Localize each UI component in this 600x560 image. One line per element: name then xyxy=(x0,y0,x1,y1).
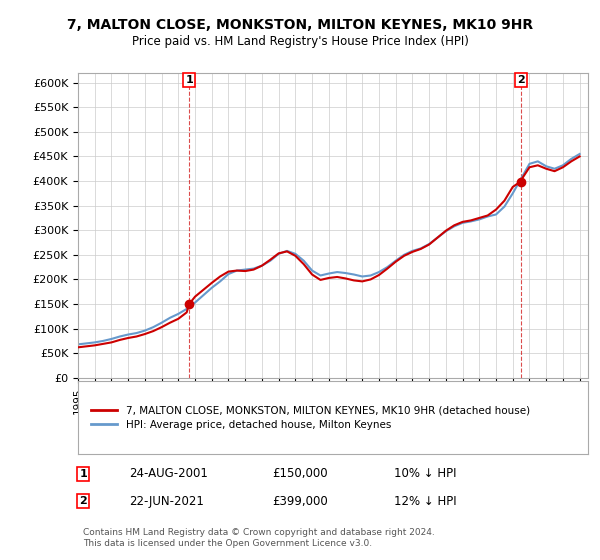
Text: £150,000: £150,000 xyxy=(272,467,328,480)
Text: 2: 2 xyxy=(517,75,524,85)
Text: 12% ↓ HPI: 12% ↓ HPI xyxy=(394,494,457,508)
Text: Price paid vs. HM Land Registry's House Price Index (HPI): Price paid vs. HM Land Registry's House … xyxy=(131,35,469,49)
Text: 2: 2 xyxy=(79,496,87,506)
Text: 22-JUN-2021: 22-JUN-2021 xyxy=(129,494,204,508)
Text: 1: 1 xyxy=(79,469,87,479)
Legend: 7, MALTON CLOSE, MONKSTON, MILTON KEYNES, MK10 9HR (detached house), HPI: Averag: 7, MALTON CLOSE, MONKSTON, MILTON KEYNES… xyxy=(88,402,533,433)
Text: 7, MALTON CLOSE, MONKSTON, MILTON KEYNES, MK10 9HR: 7, MALTON CLOSE, MONKSTON, MILTON KEYNES… xyxy=(67,18,533,32)
Text: 1: 1 xyxy=(185,75,193,85)
Text: 10% ↓ HPI: 10% ↓ HPI xyxy=(394,467,457,480)
Text: 24-AUG-2001: 24-AUG-2001 xyxy=(129,467,208,480)
Text: £399,000: £399,000 xyxy=(272,494,328,508)
Text: Contains HM Land Registry data © Crown copyright and database right 2024.
This d: Contains HM Land Registry data © Crown c… xyxy=(83,528,435,548)
